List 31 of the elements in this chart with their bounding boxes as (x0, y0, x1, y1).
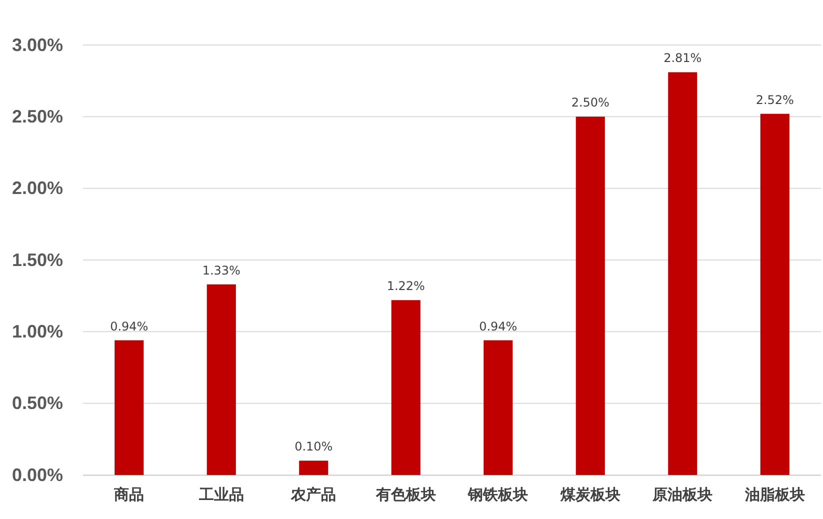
data-label: 2.81% (664, 51, 702, 66)
data-label: 0.94% (479, 319, 518, 334)
data-label: 0.10% (294, 440, 333, 454)
bar (391, 300, 420, 475)
x-tick-label: 工业品 (198, 486, 244, 504)
y-tick-label: 3.00% (12, 34, 63, 55)
bar (114, 340, 144, 475)
bar (668, 72, 698, 475)
bar (299, 460, 328, 475)
x-tick-label: 商品 (113, 486, 144, 504)
y-tick-label: 0.50% (12, 393, 63, 414)
x-tick-label: 有色板块 (374, 486, 436, 504)
x-tick-label: 油脂板块 (744, 486, 805, 504)
data-label: 2.52% (756, 92, 794, 107)
data-label: 0.94% (110, 319, 148, 334)
data-label: 1.33% (202, 263, 240, 278)
x-tick-label: 钢铁板块 (467, 486, 528, 504)
y-tick-label: 2.50% (12, 106, 63, 126)
data-label: 2.50% (571, 96, 610, 110)
y-tick-label: 2.00% (12, 178, 63, 198)
x-tick-label: 原油板块 (652, 486, 713, 504)
x-tick-label: 煤炭板块 (559, 486, 620, 504)
data-label: 1.22% (386, 279, 425, 294)
bar (576, 116, 605, 475)
bar (484, 340, 513, 475)
bar (206, 284, 236, 475)
y-tick-label: 1.00% (12, 321, 63, 342)
x-tick-label: 农产品 (290, 486, 336, 504)
y-tick-label: 0.00% (12, 464, 63, 485)
y-tick-label: 1.50% (12, 250, 63, 270)
bar (760, 114, 790, 475)
